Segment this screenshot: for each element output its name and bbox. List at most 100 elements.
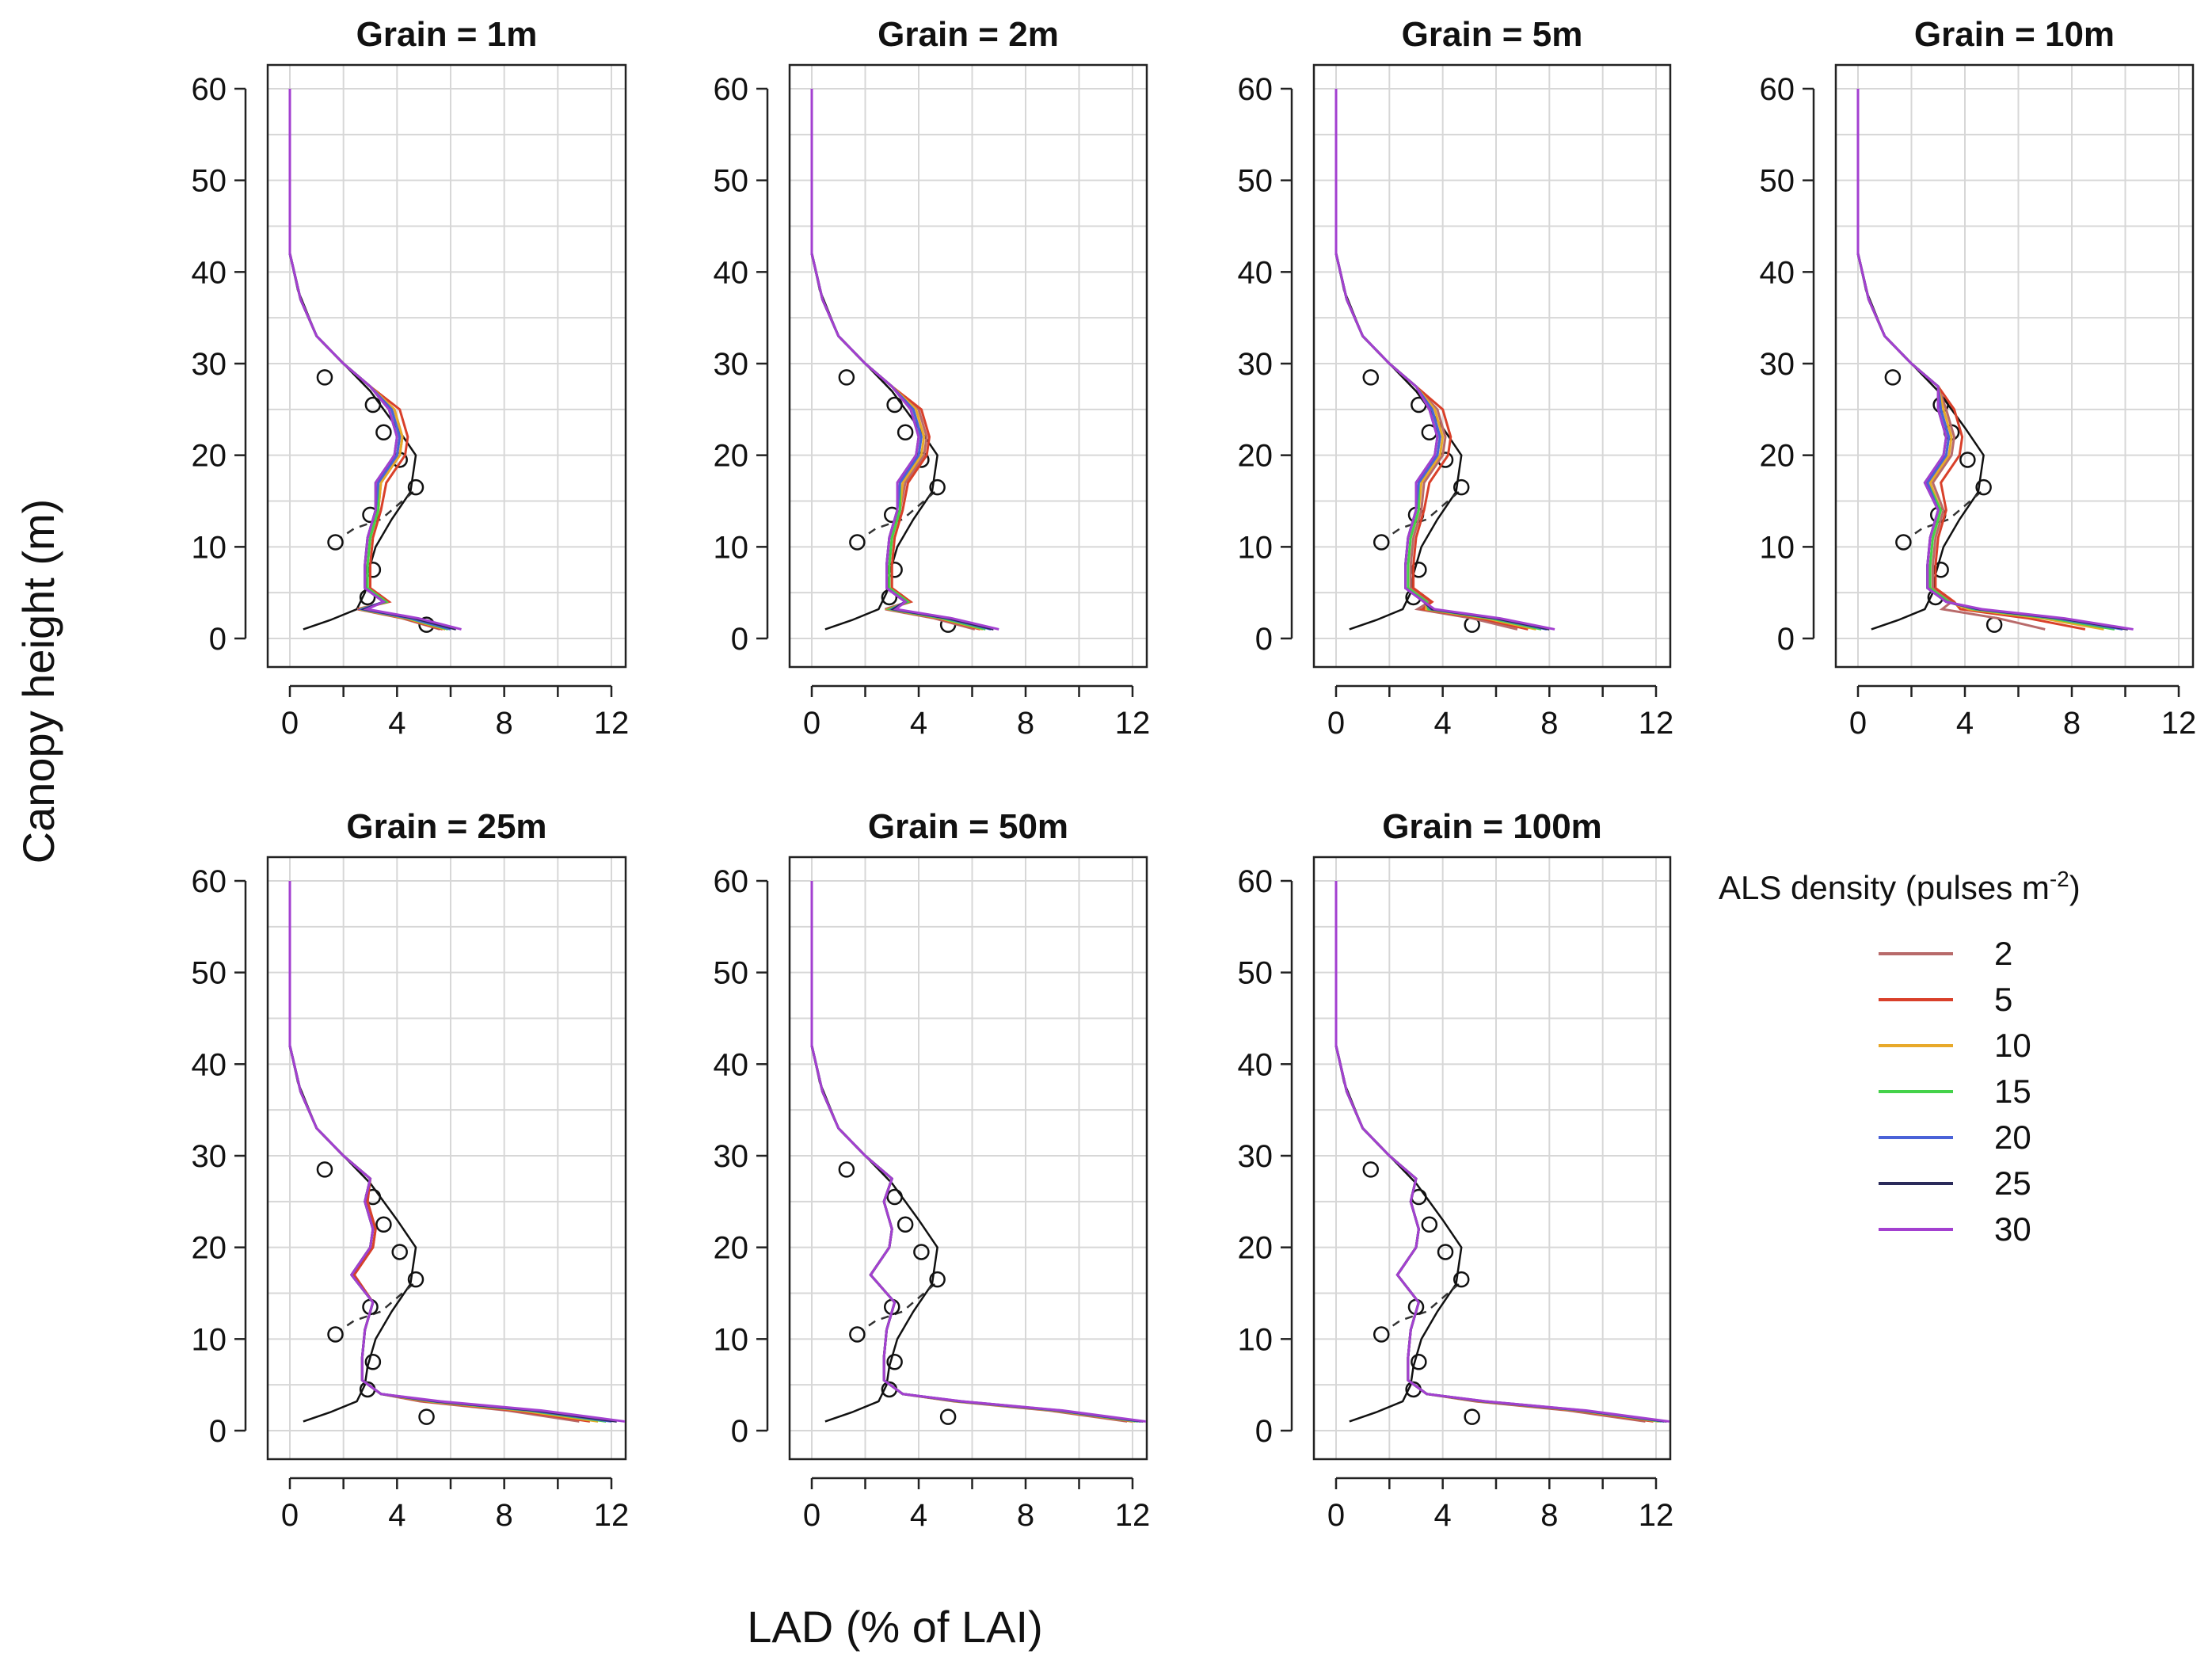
x-tick-label: 4 bbox=[388, 706, 405, 741]
y-tick-label: 10 bbox=[192, 530, 227, 565]
y-tick-label: 30 bbox=[192, 347, 227, 382]
x-tick-label: 0 bbox=[1849, 706, 1867, 741]
y-tick-label: 20 bbox=[714, 439, 749, 474]
y-tick-label: 30 bbox=[1760, 347, 1795, 382]
reference-point bbox=[1362, 369, 1380, 386]
y-tick-label: 0 bbox=[731, 622, 748, 657]
y-tick-label: 30 bbox=[714, 1139, 749, 1174]
reference-point bbox=[418, 1408, 435, 1425]
x-tick-label: 12 bbox=[594, 1498, 630, 1533]
panel-6: Grain = 100m 0 10 20 30 40 50 60 0 4 8 12 bbox=[1238, 807, 1674, 1533]
y-tick-label: 60 bbox=[714, 72, 749, 107]
reference-point bbox=[316, 1161, 333, 1178]
y-tick-label: 10 bbox=[192, 1322, 227, 1357]
x-axis-title: LAD (% of LAI) bbox=[747, 1602, 1042, 1652]
y-tick-label: 10 bbox=[1760, 530, 1795, 565]
x-tick-label: 12 bbox=[1115, 706, 1151, 741]
reference-point bbox=[364, 396, 382, 414]
reference-point bbox=[1411, 1354, 1427, 1370]
reference-line-dashed bbox=[862, 490, 936, 539]
y-tick-label: 0 bbox=[1255, 1414, 1273, 1449]
y-tick-label: 0 bbox=[209, 622, 227, 657]
y-tick-label: 20 bbox=[192, 439, 227, 474]
series-line-2 bbox=[1856, 89, 2046, 631]
y-tick-label: 40 bbox=[1238, 255, 1274, 290]
reference-point bbox=[1464, 1408, 1480, 1425]
series-line-30 bbox=[288, 89, 462, 631]
reference-point bbox=[897, 424, 914, 440]
plot-frame bbox=[788, 63, 1148, 669]
panel-0: Grain = 1m 0 10 20 30 40 50 60 0 4 8 12 bbox=[192, 15, 630, 741]
series-line-15 bbox=[1334, 89, 1542, 631]
legend-label-25: 25 bbox=[1994, 1164, 2031, 1202]
panel-title: Grain = 25m bbox=[346, 807, 546, 846]
reference-point bbox=[849, 1326, 866, 1343]
reference-point bbox=[1373, 534, 1390, 551]
panel-title: Grain = 50m bbox=[868, 807, 1068, 846]
panel-title: Grain = 1m bbox=[356, 15, 538, 54]
series-line-5 bbox=[1856, 89, 2086, 631]
reference-point bbox=[886, 1188, 903, 1206]
reference-point bbox=[838, 369, 855, 386]
reference-point bbox=[375, 1216, 392, 1233]
reference-line-dashed bbox=[340, 1283, 414, 1331]
reference-line-dashed bbox=[340, 490, 414, 539]
y-tick-label: 50 bbox=[192, 164, 227, 199]
series-line-10 bbox=[1334, 89, 1536, 631]
panel-2: Grain = 5m 0 10 20 30 40 50 60 0 4 8 12 bbox=[1238, 15, 1674, 741]
x-tick-label: 8 bbox=[1017, 1498, 1034, 1533]
x-tick-label: 8 bbox=[1540, 1498, 1558, 1533]
reference-point bbox=[849, 534, 866, 551]
series-line-10 bbox=[288, 881, 599, 1423]
reference-point bbox=[1373, 1326, 1390, 1343]
reference-line-dashed bbox=[1908, 490, 1982, 539]
y-tick-label: 10 bbox=[714, 1322, 749, 1357]
x-tick-label: 12 bbox=[1639, 1498, 1674, 1533]
series-line-20 bbox=[1334, 89, 1548, 631]
series-line-30 bbox=[1334, 89, 1555, 631]
x-tick-label: 8 bbox=[1540, 706, 1558, 741]
reference-point bbox=[913, 1244, 930, 1260]
reference-point bbox=[886, 1354, 903, 1370]
plot-frame bbox=[266, 63, 627, 669]
reference-point bbox=[929, 1271, 946, 1288]
x-tick-label: 4 bbox=[1956, 706, 1974, 741]
reference-point bbox=[391, 1244, 408, 1260]
reference-point bbox=[1959, 452, 1976, 468]
plot-frame bbox=[1834, 63, 2195, 669]
reference-point bbox=[1362, 1161, 1380, 1178]
y-tick-label: 60 bbox=[1760, 72, 1795, 107]
y-tick-label: 30 bbox=[714, 347, 749, 382]
reference-point bbox=[929, 478, 946, 496]
y-tick-label: 50 bbox=[714, 164, 749, 199]
y-tick-label: 50 bbox=[192, 956, 227, 991]
y-tick-label: 0 bbox=[1777, 622, 1795, 657]
x-tick-label: 12 bbox=[1639, 706, 1674, 741]
reference-point bbox=[838, 1161, 855, 1178]
y-tick-label: 30 bbox=[1238, 347, 1274, 382]
x-tick-label: 0 bbox=[803, 706, 820, 741]
legend-label-20: 20 bbox=[1994, 1119, 2031, 1156]
y-tick-label: 0 bbox=[1255, 622, 1273, 657]
y-tick-label: 10 bbox=[1238, 530, 1274, 565]
series-line-15 bbox=[288, 89, 449, 631]
y-tick-label: 40 bbox=[1238, 1047, 1274, 1082]
plot-frame bbox=[1312, 63, 1672, 669]
y-tick-label: 60 bbox=[714, 864, 749, 899]
y-tick-label: 60 bbox=[192, 864, 227, 899]
legend-label-5: 5 bbox=[1994, 981, 2012, 1018]
y-tick-label: 10 bbox=[1238, 1322, 1274, 1357]
reference-point bbox=[1975, 478, 1992, 496]
x-tick-label: 8 bbox=[2063, 706, 2081, 741]
panel-title: Grain = 5m bbox=[1402, 15, 1583, 54]
panel-5: Grain = 50m 0 10 20 30 40 50 60 0 4 8 12 bbox=[714, 807, 1151, 1533]
legend-label-15: 15 bbox=[1994, 1073, 2031, 1110]
y-tick-label: 0 bbox=[731, 1414, 748, 1449]
legend-label-2: 2 bbox=[1994, 935, 2012, 972]
legend-label-30: 30 bbox=[1994, 1210, 2031, 1248]
reference-point bbox=[1437, 1244, 1454, 1260]
legend-title: ALS density (pulses m-2) bbox=[1719, 867, 2081, 906]
y-tick-label: 20 bbox=[1760, 439, 1795, 474]
